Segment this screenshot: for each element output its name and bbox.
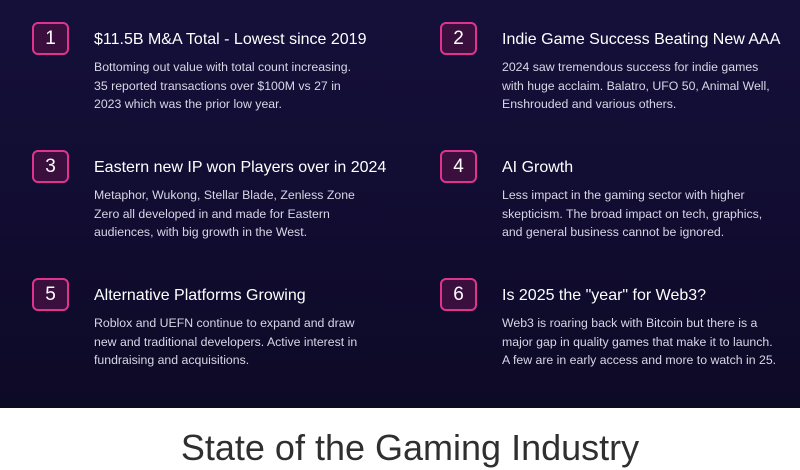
highlight-description: Metaphor, Wukong, Stellar Blade, Zenless…	[94, 188, 355, 239]
page-title: State of the Gaming Industry	[180, 427, 640, 468]
number-badge: 4	[440, 150, 477, 183]
highlight-description: Less impact in the gaming sector with hi…	[502, 188, 763, 239]
highlights-panel: 1 $11.5B M&A Total - Lowest since 2019 B…	[0, 0, 800, 408]
highlight-title: $11.5B M&A Total - Lowest since 2019	[94, 31, 367, 48]
number-badge: 2	[440, 22, 477, 55]
highlight-title: Eastern new IP won Players over in 2024	[94, 159, 387, 176]
highlight-description: Roblox and UEFN continue to expand and d…	[94, 316, 358, 367]
highlight-description: Web3 is roaring back with Bitcoin but th…	[502, 316, 777, 367]
highlight-title: Is 2025 the "year" for Web3?	[502, 287, 707, 304]
highlight-description: Bottoming out value with total count inc…	[94, 60, 352, 111]
number-badge: 6	[440, 278, 477, 311]
highlight-title: AI Growth	[502, 159, 574, 176]
number-badge: 1	[32, 22, 69, 55]
highlight-title: Indie Game Success Beating New AAA	[502, 31, 781, 48]
highlight-description: 2024 saw tremendous success for indie ga…	[502, 60, 770, 111]
number-badge: 3	[32, 150, 69, 183]
highlight-title: Alternative Platforms Growing	[94, 287, 306, 304]
number-badge: 5	[32, 278, 69, 311]
